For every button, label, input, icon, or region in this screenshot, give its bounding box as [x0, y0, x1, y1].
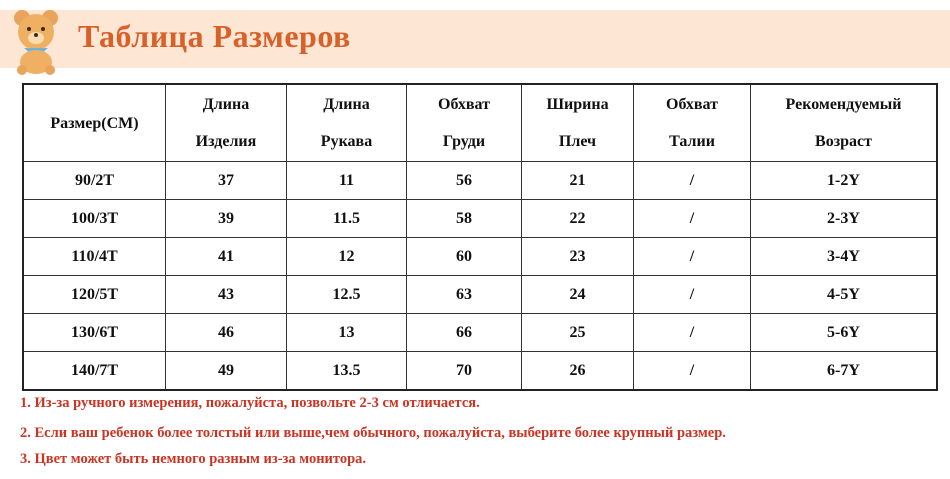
header-text: Размер(СМ) — [50, 114, 139, 132]
table-row: 110/4T 41 12 60 23/3-4Y — [22, 237, 938, 276]
header-text: Изделия — [195, 133, 257, 150]
table-cell: 140/7T — [22, 351, 166, 391]
table-row: 100/3T 39 11.5 58 22/2-3Y — [22, 199, 938, 238]
table-cell: 3-4Y — [750, 237, 938, 276]
table-cell: 60 — [406, 237, 522, 276]
table-cell: 24 — [521, 275, 634, 314]
table-cell: 46 — [165, 313, 287, 352]
table-cell: 39 — [165, 199, 287, 238]
note: 1. Из-за ручного измерения, пожалуйста, … — [20, 395, 480, 411]
table-cell: 2-3Y — [750, 199, 938, 238]
table-cell: / — [633, 161, 751, 200]
table-cell: 41 — [165, 237, 287, 276]
header-text: Обхват — [438, 96, 490, 113]
table-cell: 25 — [521, 313, 634, 352]
header-text: Обхват — [666, 96, 718, 113]
header-cell: Длина Рукава — [286, 83, 407, 162]
table-cell: 21 — [521, 161, 634, 200]
table-cell: 49 — [165, 351, 287, 391]
note: 2. Если ваш ребенок более толстый или вы… — [20, 425, 726, 441]
table-row: 140/7T 49 13.5 70 26/6-7Y — [22, 351, 938, 391]
table-cell: 56 — [406, 161, 522, 200]
table-cell: 110/4T — [22, 237, 166, 276]
table-cell: 11 — [286, 161, 407, 200]
bear-icon — [14, 10, 58, 75]
header-cell: Размер(СМ) — [22, 83, 166, 162]
table-cell: 70 — [406, 351, 522, 391]
table-cell: 12 — [286, 237, 407, 276]
table-cell: 37 — [165, 161, 287, 200]
table-cell: 23 — [521, 237, 634, 276]
table-cell: 11.5 — [286, 199, 407, 238]
table-cell: / — [633, 199, 751, 238]
header-cell: Рекомендуемый Возраст — [750, 83, 938, 162]
table-row: 130/6T 46 13 66 25/5-6Y — [22, 313, 938, 352]
table-cell: 58 — [406, 199, 522, 238]
header-text: Длина — [202, 96, 250, 113]
table-cell: 13.5 — [286, 351, 407, 391]
header-cell: Длина Изделия — [165, 83, 287, 162]
table-cell: 5-6Y — [750, 313, 938, 352]
table-cell: / — [633, 351, 751, 391]
table-cell: 13 — [286, 313, 407, 352]
header-band — [0, 10, 950, 68]
table-cell: 6-7Y — [750, 351, 938, 391]
table-cell: 43 — [165, 275, 287, 314]
table-cell: 26 — [521, 351, 634, 391]
table-cell: 63 — [406, 275, 522, 314]
table-row: 120/5T 43 12.5 63 24/4-5Y — [22, 275, 938, 314]
header-text: Возраст — [815, 133, 872, 150]
table-row: 90/2T 37 11 56 21/1-2Y — [22, 161, 938, 200]
table-cell: 66 — [406, 313, 522, 352]
table-cell: 90/2T — [22, 161, 166, 200]
header-row: Размер(СМ) Длина Изделия Длина Рукава Обхват Г… — [22, 83, 938, 162]
header-text: Рекомендуемый — [785, 96, 902, 113]
header-text: Плеч — [558, 133, 597, 150]
table-cell: / — [633, 237, 751, 276]
table-cell: / — [633, 313, 751, 352]
header-cell: Обхват Талии — [633, 83, 751, 162]
table-cell: 22 — [521, 199, 634, 238]
header-cell: Обхват Груди — [406, 83, 522, 162]
note: 3. Цвет может быть немного разным из-за … — [20, 451, 367, 467]
table-cell: 12.5 — [286, 275, 407, 314]
header-text: Груди — [442, 133, 486, 150]
table-cell: 100/3T — [22, 199, 166, 238]
table-cell: 130/6T — [22, 313, 166, 352]
table-cell: 1-2Y — [750, 161, 938, 200]
title: Таблица Размеров — [78, 18, 351, 54]
size-table: Размер(СМ) Длина Изделия Длина Рукава Обхват Г… — [22, 83, 938, 391]
table-cell: 4-5Y — [750, 275, 938, 314]
header-text: Ширина — [546, 96, 609, 113]
table-cell: 120/5T — [22, 275, 166, 314]
header-text: Рукава — [320, 133, 373, 150]
table-cell: / — [633, 275, 751, 314]
header-text: Длина — [323, 96, 370, 113]
header-text: Талии — [669, 133, 715, 150]
header-cell: Ширина Плеч — [521, 83, 634, 162]
